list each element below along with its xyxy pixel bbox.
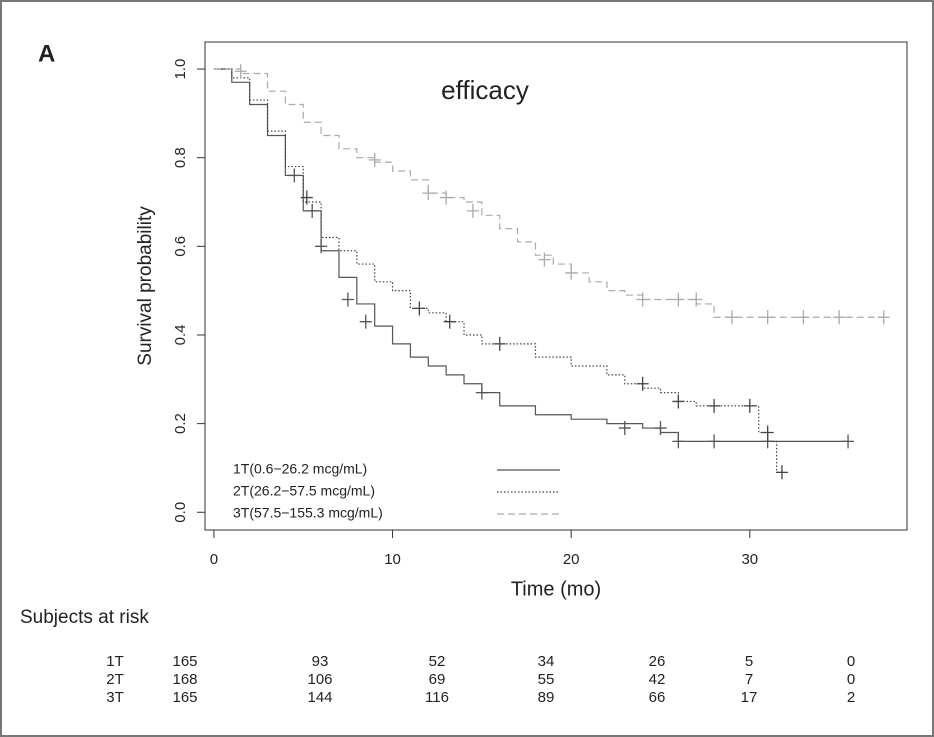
y-tick-label: 0.4 bbox=[172, 325, 189, 346]
censor-mark bbox=[466, 203, 479, 218]
risk-row-label: 2T bbox=[106, 671, 124, 688]
censor-mark bbox=[538, 252, 551, 267]
censor-mark bbox=[565, 265, 578, 280]
risk-count: 66 bbox=[649, 689, 666, 706]
censor-mark bbox=[618, 421, 631, 436]
risk-count: 26 bbox=[649, 653, 666, 670]
censor-mark bbox=[708, 434, 721, 449]
risk-count: 17 bbox=[741, 689, 758, 706]
risk-row-label: 1T bbox=[106, 653, 124, 670]
censor-mark bbox=[797, 310, 810, 325]
censor-mark bbox=[672, 394, 685, 409]
risk-table-title: Subjects at risk bbox=[20, 607, 149, 628]
censor-mark bbox=[413, 301, 426, 316]
x-tick-label: 20 bbox=[563, 551, 580, 568]
censor-mark bbox=[672, 292, 685, 307]
risk-count: 0 bbox=[847, 653, 855, 670]
censor-mark bbox=[708, 398, 721, 413]
x-tick-label: 0 bbox=[210, 551, 218, 568]
plot-box bbox=[204, 41, 908, 531]
legend-label: 3T(57.5−155.3 mcg/mL) bbox=[233, 505, 383, 521]
censor-mark bbox=[775, 465, 788, 480]
censor-mark bbox=[672, 434, 685, 449]
panel-label: A bbox=[38, 40, 55, 67]
risk-count: 144 bbox=[307, 689, 332, 706]
x-tick-label: 30 bbox=[741, 551, 758, 568]
censor-mark bbox=[761, 425, 774, 440]
legend-label: 1T(0.6−26.2 mcg/mL) bbox=[233, 461, 367, 477]
censor-mark bbox=[234, 64, 247, 79]
censor-mark bbox=[743, 398, 756, 413]
risk-count: 69 bbox=[429, 671, 446, 688]
risk-count: 93 bbox=[312, 653, 329, 670]
y-tick-label: 0.2 bbox=[172, 413, 189, 434]
risk-count: 2 bbox=[847, 689, 855, 706]
censor-mark bbox=[368, 152, 381, 167]
censor-mark bbox=[422, 186, 435, 201]
risk-count: 165 bbox=[172, 689, 197, 706]
censor-mark bbox=[842, 434, 855, 449]
risk-count: 55 bbox=[538, 671, 555, 688]
censor-mark bbox=[306, 203, 319, 218]
risk-count: 89 bbox=[538, 689, 555, 706]
censor-mark bbox=[761, 310, 774, 325]
risk-row-label: 3T bbox=[106, 689, 124, 706]
x-axis-label: Time (mo) bbox=[511, 578, 601, 600]
censor-mark bbox=[493, 336, 506, 351]
risk-count: 5 bbox=[745, 653, 753, 670]
censor-mark bbox=[725, 310, 738, 325]
risk-count: 116 bbox=[425, 689, 449, 706]
risk-count: 7 bbox=[745, 671, 753, 688]
survival-curve bbox=[213, 68, 884, 318]
censor-mark bbox=[315, 239, 328, 254]
legend-label: 2T(26.2−57.5 mcg/mL) bbox=[233, 483, 375, 499]
risk-count: 168 bbox=[172, 671, 197, 688]
y-tick-label: 0.0 bbox=[172, 502, 189, 523]
survival-curve bbox=[213, 68, 782, 473]
censor-mark bbox=[690, 292, 703, 307]
censor-mark bbox=[636, 376, 649, 391]
censor-mark bbox=[877, 310, 890, 325]
risk-count: 52 bbox=[429, 653, 446, 670]
censor-mark bbox=[440, 190, 453, 205]
censor-mark bbox=[359, 314, 372, 329]
censor-mark bbox=[654, 421, 667, 436]
y-tick-label: 0.8 bbox=[172, 147, 189, 168]
censor-mark bbox=[475, 385, 488, 400]
censor-mark bbox=[300, 190, 313, 205]
risk-count: 34 bbox=[538, 653, 555, 670]
censor-mark bbox=[636, 292, 649, 307]
risk-count: 42 bbox=[649, 671, 666, 688]
risk-count: 165 bbox=[172, 653, 197, 670]
y-tick-label: 0.6 bbox=[172, 236, 189, 257]
censor-mark bbox=[833, 310, 846, 325]
censor-mark bbox=[341, 292, 354, 307]
censor-mark bbox=[288, 168, 301, 183]
censor-mark bbox=[443, 314, 456, 329]
risk-count: 106 bbox=[307, 671, 332, 688]
y-tick-label: 1.0 bbox=[172, 59, 189, 80]
risk-count: 0 bbox=[847, 671, 855, 688]
x-tick-label: 10 bbox=[384, 551, 401, 568]
y-axis-label: Survival probability bbox=[135, 206, 156, 366]
annotation: efficacy bbox=[441, 75, 529, 105]
